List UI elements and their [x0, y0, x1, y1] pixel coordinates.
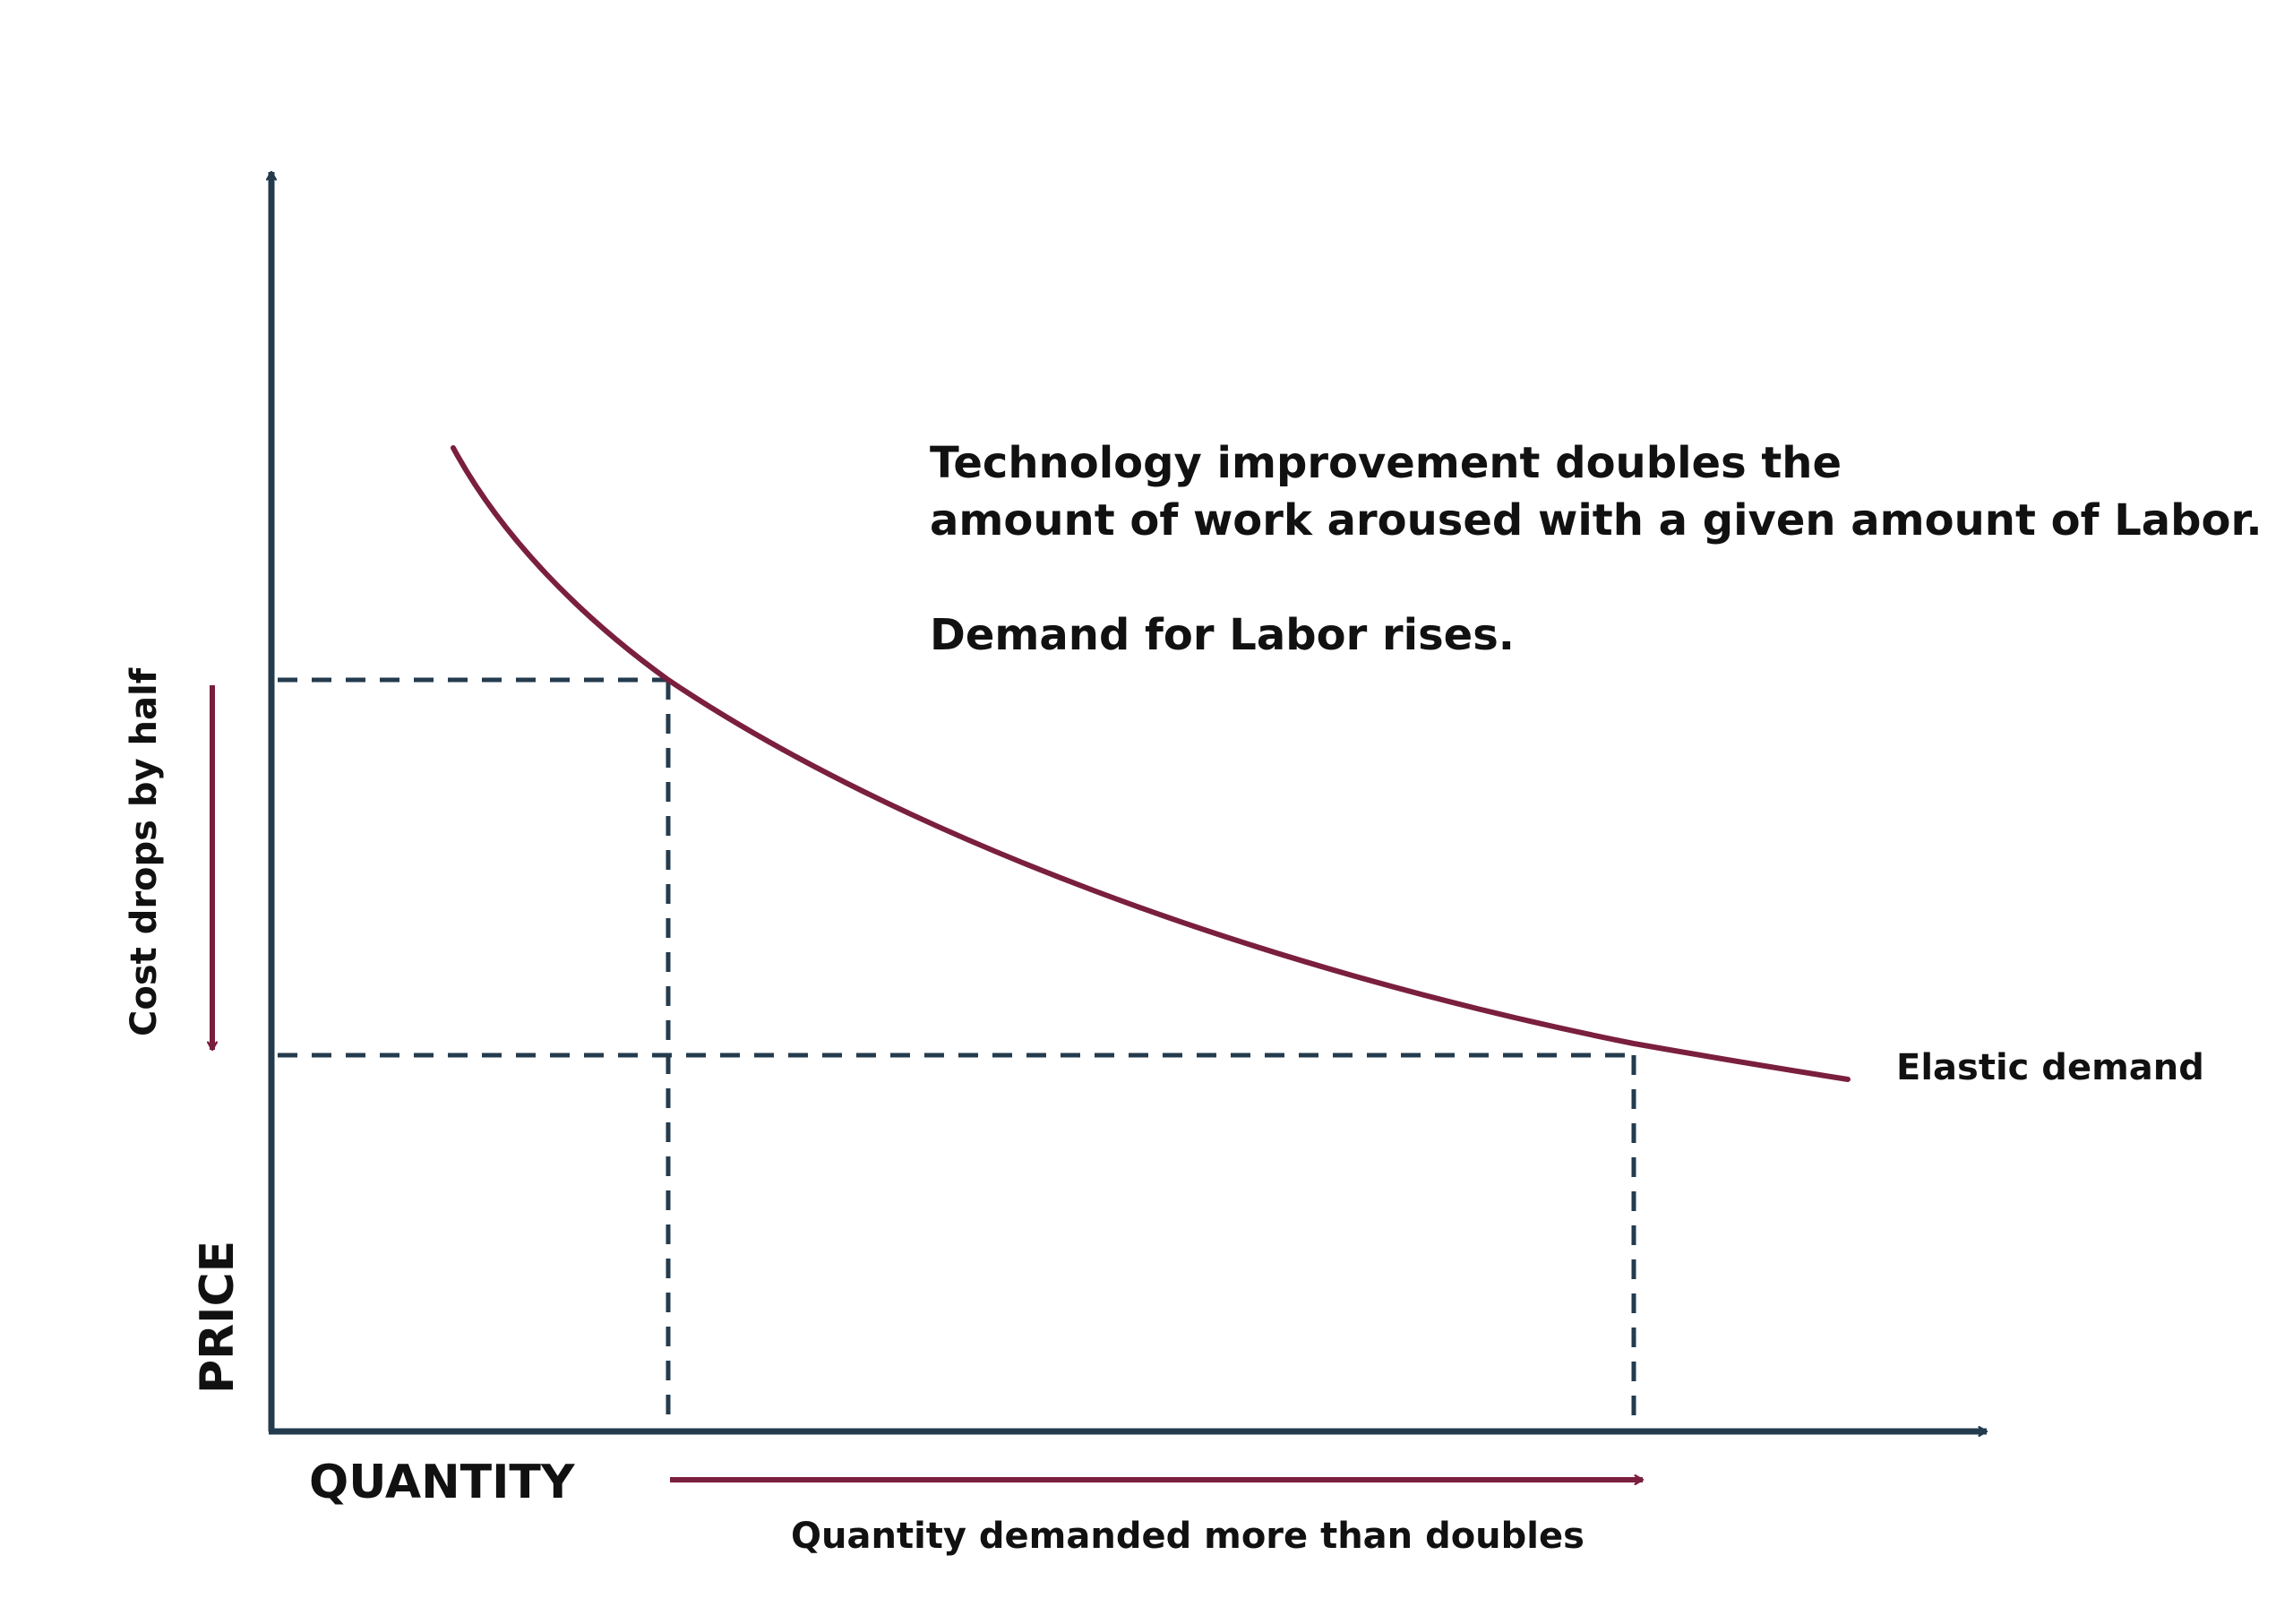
quantity-change-label: Quantity demanded more than doubles — [791, 1516, 1584, 1557]
annotation-line-2: amount of work aroused with a given amou… — [930, 495, 2263, 546]
y-axis-label: PRICE — [191, 1241, 245, 1394]
elastic-demand-curve — [451, 445, 1851, 1082]
curve-label: Elastic demand — [1896, 1047, 2204, 1088]
price-change-label: Cost drops by half — [124, 667, 165, 1036]
annotation-line-3: Demand for Labor rises. — [930, 610, 1515, 660]
x-axis-label: QUANTITY — [309, 1456, 576, 1509]
annotation-line-1: Technology improvement doubles the — [930, 438, 1842, 488]
